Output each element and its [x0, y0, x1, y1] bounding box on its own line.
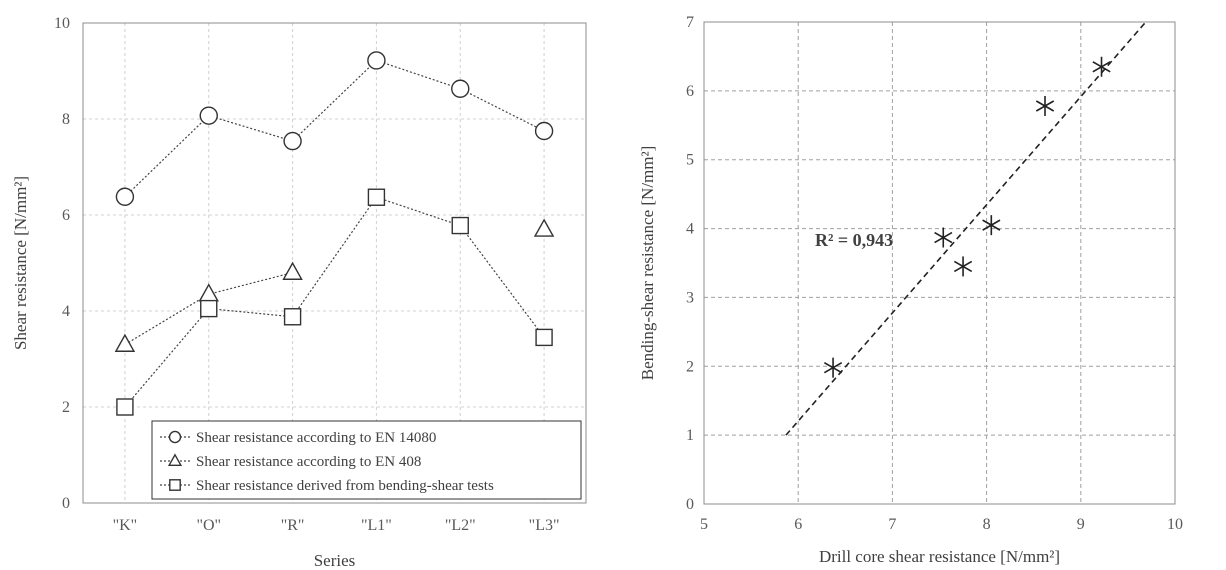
x-tick-label: "R" [281, 517, 305, 534]
legend-box [151, 420, 582, 500]
circle-marker [199, 106, 218, 125]
legend-circle-marker [168, 430, 182, 444]
data-point [982, 215, 1001, 236]
x-tick-label: "O" [196, 517, 221, 534]
plot-frame [703, 21, 1176, 505]
y-tick-label: 3 [686, 289, 694, 306]
y-tick-label: 8 [62, 111, 70, 128]
y-tick-label: 5 [686, 152, 694, 169]
y-tick-label: 4 [62, 303, 70, 320]
data-point [823, 357, 843, 378]
series-circle [115, 51, 554, 206]
asterisk-stroke [934, 231, 953, 244]
data-point [1035, 96, 1055, 117]
y-tick-label: 7 [686, 14, 694, 31]
asterisk-stroke [1035, 100, 1055, 112]
x-tick-label: "L1" [361, 517, 392, 534]
x-tick-label: 9 [1077, 516, 1085, 533]
legend-triangle-marker [167, 453, 183, 467]
y-axis-label: Bending-shear resistance [N/mm²] [638, 146, 657, 381]
y-tick-label: 0 [62, 495, 70, 512]
x-tick-label: "K" [113, 517, 138, 534]
square-marker [116, 398, 134, 416]
y-tick-label: 6 [686, 83, 694, 100]
x-axis-label: Series [314, 551, 356, 570]
x-axis-label: Drill core shear resistance [N/mm²] [819, 547, 1060, 566]
y-tick-label: 2 [62, 399, 70, 416]
x-tick-label: 5 [700, 516, 708, 533]
triangle-marker [282, 261, 303, 280]
circle-marker [283, 131, 302, 151]
y-axis-label: Shear resistance [N/mm²] [11, 176, 30, 350]
trendline [785, 21, 1147, 436]
circle-marker [451, 79, 470, 98]
asterisk-stroke [823, 361, 843, 374]
series-line [124, 196, 545, 408]
triangle-marker [533, 218, 555, 237]
y-tick-label: 0 [686, 496, 694, 513]
legend-entry: Shear resistance according to EN 14080 [196, 430, 436, 446]
x-tick-label: 7 [888, 516, 896, 533]
triangle-marker [114, 333, 136, 352]
square-marker [283, 308, 302, 326]
data-point [953, 256, 973, 277]
x-tick-label: "L3" [529, 517, 560, 534]
circle-marker [115, 187, 135, 206]
series-line [124, 59, 545, 198]
legend: Shear resistance according to EN 14080 Sh… [151, 420, 582, 500]
right-chart: 0 1 2 3 4 5 6 7 5 6 7 8 9 10 Drill core shear resistan… [638, 14, 1183, 566]
circle-marker [367, 51, 386, 70]
series-square [116, 188, 553, 416]
square-marker [367, 188, 386, 206]
square-marker [535, 328, 553, 347]
x-tick-label: "L2" [445, 517, 476, 534]
data-point [934, 227, 953, 248]
legend-entry: Shear resistance according to EN 408 [196, 454, 421, 470]
asterisk-stroke [1092, 61, 1111, 73]
circle-marker [534, 121, 554, 141]
square-marker [200, 299, 218, 318]
asterisk-stroke [982, 219, 1001, 231]
legend-square-marker [169, 479, 181, 491]
plot-frame [82, 22, 587, 504]
y-tick-label: 1 [686, 427, 694, 444]
legend-entry: Shear resistance derived from bending-sh… [196, 478, 494, 494]
x-tick-label: 10 [1167, 516, 1183, 533]
y-tick-label: 2 [686, 358, 694, 375]
asterisk-stroke [953, 260, 973, 273]
r-squared-annotation: R² = 0,943 [815, 230, 893, 250]
square-marker [451, 216, 469, 235]
y-tick-label: 4 [686, 221, 694, 238]
x-tick-label: 8 [983, 516, 991, 533]
left-chart: 0 2 4 6 8 10 "K" "O" "R" "L1" "L2" "L3" Series Shear … [11, 15, 587, 570]
y-tick-label: 10 [54, 15, 70, 32]
y-tick-label: 6 [62, 207, 70, 224]
data-point [1092, 56, 1111, 77]
x-tick-label: 6 [794, 516, 802, 533]
series-triangle [114, 218, 555, 352]
